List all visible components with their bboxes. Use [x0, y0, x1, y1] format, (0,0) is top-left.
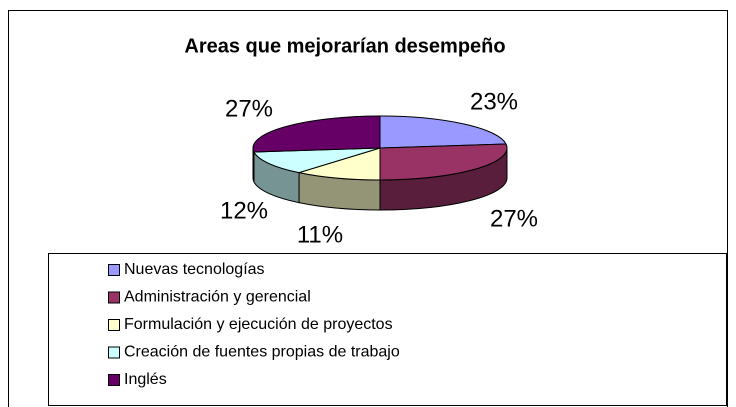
legend-label: Inglés — [124, 371, 167, 388]
data-label: 27% — [225, 95, 273, 122]
legend-swatch — [108, 319, 120, 331]
chart-title: Areas que mejorarían desempeño — [184, 35, 505, 57]
legend-swatch — [108, 346, 120, 359]
legend-box — [48, 253, 727, 406]
slice — [379, 143, 508, 181]
data-label: 23% — [470, 88, 518, 115]
data-label: 27% — [490, 205, 538, 232]
slice-side — [252, 147, 255, 183]
legend-label: Administración y gerencial — [124, 289, 311, 306]
legend-swatch — [108, 264, 120, 276]
legend-label: Creación de fuentes propias de trabajo — [124, 344, 400, 361]
slice — [252, 115, 381, 153]
legend-swatch — [108, 291, 120, 304]
legend-label: Nuevas tecnologías — [124, 261, 265, 278]
legend-swatch — [108, 374, 120, 386]
slice — [253, 147, 381, 174]
legend-label: Formulación y ejecución de proyectos — [124, 316, 393, 333]
data-label: 11% — [297, 221, 343, 248]
slice — [298, 147, 381, 181]
data-label: 12% — [220, 197, 268, 224]
slice — [379, 115, 507, 149]
